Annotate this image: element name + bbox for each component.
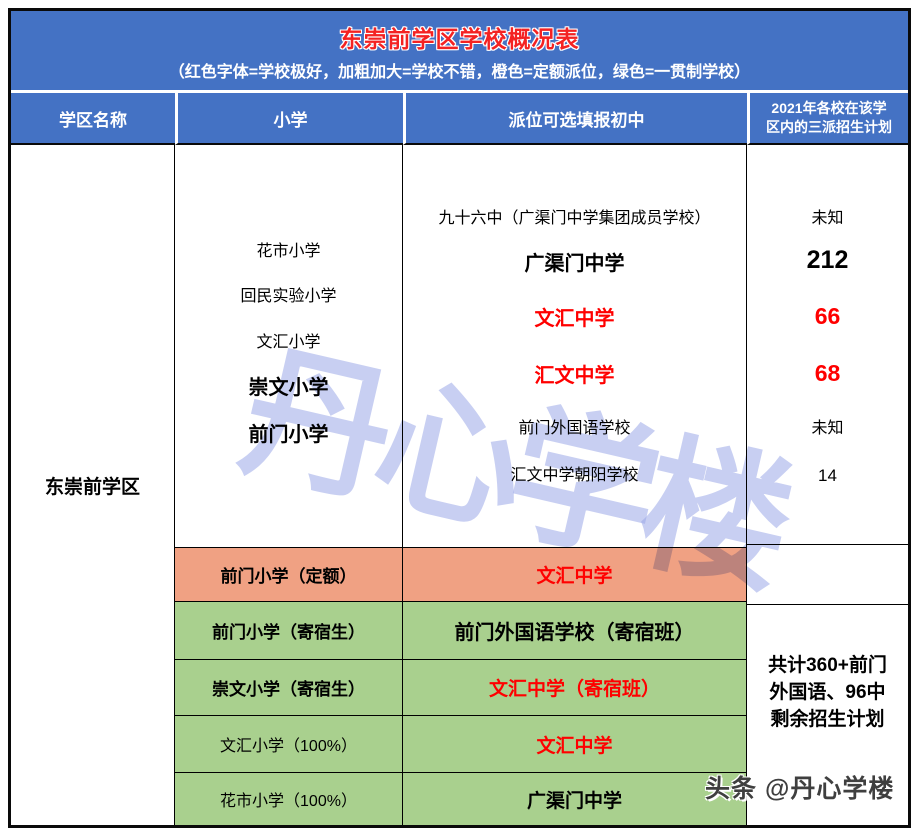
allocation-row-middle: 文汇中学（寄宿班） [403, 660, 747, 716]
column-header-middle: 派位可选填报初中 [403, 90, 747, 145]
school-overview-table: 东崇前学区学校概况表 （红色字体=学校极好，加粗加大=学校不错，橙色=定额派位，… [8, 8, 911, 828]
plan-count: 66 [814, 303, 841, 329]
middle-school: 汇文中学 [534, 365, 615, 387]
plan-counts-cell: 未知 212 66 68 未知 14 [747, 145, 908, 545]
middle-school: 九十六中（广渠门中学集团成员学校） [438, 210, 711, 227]
middle-school: 文汇中学 [534, 308, 615, 330]
plan-count: 14 [818, 466, 837, 485]
column-header-district: 学区名称 [11, 90, 175, 145]
primary-school: 前门小学 [248, 424, 329, 446]
plan-count: 未知 [811, 210, 844, 227]
primary-school: 崇文小学 [248, 377, 329, 399]
middle-school: 前门外国语学校 [518, 420, 631, 437]
allocation-row-middle: 广渠门中学 [403, 773, 747, 825]
plan-column-empty-cell [747, 545, 908, 605]
district-name-cell: 东崇前学区 [11, 145, 175, 825]
primary-school: 回民实验小学 [240, 288, 337, 305]
primary-schools-cell: 花市小学 回民实验小学 文汇小学 崇文小学 前门小学 [175, 145, 403, 548]
allocation-row-primary: 前门小学（定额） [175, 548, 403, 602]
allocation-row-primary: 花市小学（100%） [175, 773, 403, 825]
legend-subtitle: （红色字体=学校极好，加粗加大=学校不错，橙色=定额派位，绿色=一贯制学校） [168, 63, 751, 81]
middle-school: 汇文中学朝阳学校 [510, 467, 639, 484]
column-header-primary: 小学 [175, 90, 403, 145]
total-note: 共计360+前门 外国语、96中 剩余招生计划 [747, 605, 908, 825]
allocation-row-primary: 前门小学（寄宿生） [175, 602, 403, 660]
watermark-credit: 头条 @丹心学楼 [705, 775, 895, 803]
plan-count: 未知 [811, 420, 844, 437]
title-band: 东崇前学区学校概况表 （红色字体=学校极好，加粗加大=学校不错，橙色=定额派位，… [11, 11, 908, 90]
allocation-row-middle: 文汇中学 [403, 716, 747, 773]
middle-school: 广渠门中学 [524, 253, 625, 275]
primary-school: 花市小学 [256, 243, 321, 260]
allocation-row-primary: 文汇小学（100%） [175, 716, 403, 773]
primary-school: 文汇小学 [256, 334, 321, 351]
column-header-plan: 2021年各校在该学 区内的三派招生计划 [747, 90, 908, 145]
allocation-row-middle: 前门外国语学校（寄宿班） [403, 602, 747, 660]
middle-schools-cell: 九十六中（广渠门中学集团成员学校） 广渠门中学 文汇中学 汇文中学 前门外国语学… [403, 145, 747, 548]
allocation-row-middle: 文汇中学 [403, 548, 747, 602]
plan-count: 68 [814, 360, 841, 386]
allocation-row-primary: 崇文小学（寄宿生） [175, 660, 403, 716]
plan-count: 212 [806, 246, 849, 274]
page-title: 东崇前学区学校概况表 [339, 25, 580, 52]
